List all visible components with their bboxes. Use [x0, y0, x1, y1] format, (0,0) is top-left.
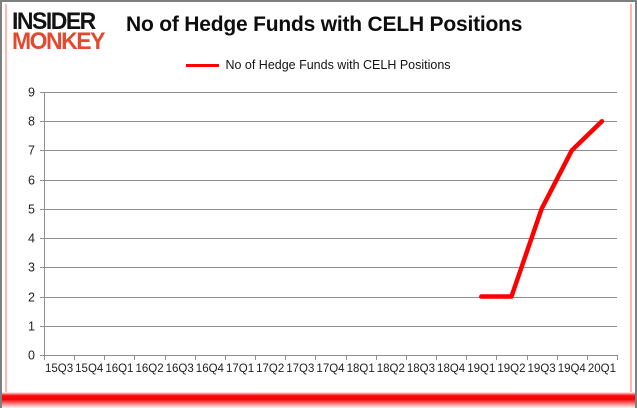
x-axis-label: 15Q4	[75, 363, 104, 375]
x-axis-label: 16Q4	[196, 363, 225, 375]
page-title: No of Hedge Funds with CELH Positions	[126, 13, 523, 36]
x-axis-label: 19Q1	[467, 363, 495, 375]
x-axis-label: 19Q2	[497, 363, 525, 375]
x-axis-label: 17Q4	[316, 363, 345, 375]
x-axis-label: 19Q4	[558, 363, 587, 375]
x-axis-label: 16Q2	[135, 363, 163, 375]
x-axis-label: 16Q3	[166, 363, 194, 375]
bottom-red-glow-decoration	[2, 392, 635, 408]
chart-legend: No of Hedge Funds with CELH Positions	[2, 58, 635, 72]
x-axis-label: 18Q4	[437, 363, 466, 375]
y-axis-label: 6	[28, 174, 35, 188]
x-axis-label: 15Q3	[45, 363, 73, 375]
y-axis-label: 4	[28, 232, 35, 246]
legend-line-swatch-icon	[186, 63, 220, 67]
x-axis-label: 18Q1	[347, 363, 375, 375]
data-series-line	[479, 118, 605, 299]
x-axis-label: 18Q3	[407, 363, 435, 375]
y-axis-label: 3	[28, 261, 35, 275]
y-axis-label: 0	[28, 349, 35, 363]
y-axis-label: 8	[28, 115, 35, 129]
x-axis-label: 18Q2	[377, 363, 405, 375]
logo-word-monkey: MONKEY	[12, 26, 105, 55]
y-axis-label: 9	[28, 86, 35, 100]
x-axis-label: 16Q1	[105, 363, 133, 375]
logo-word-insider: INSIDER	[12, 6, 96, 35]
x-axis-label: 20Q1	[588, 363, 616, 375]
x-axis-label: 17Q3	[286, 363, 314, 375]
y-axis-label: 2	[28, 291, 35, 305]
x-axis-label: 17Q2	[256, 363, 284, 375]
x-axis-label: 17Q1	[226, 363, 254, 375]
y-axis-label: 5	[28, 203, 35, 217]
legend-label: No of Hedge Funds with CELH Positions	[225, 58, 451, 72]
x-axis-label: 19Q3	[528, 363, 556, 375]
y-axis-label: 7	[28, 144, 35, 158]
insider-monkey-logo: INSIDER MONKEY	[12, 6, 105, 55]
y-axis-label: 1	[28, 320, 35, 334]
right-pink-edge-decoration	[630, 4, 632, 394]
left-pink-edge-decoration	[5, 4, 7, 394]
